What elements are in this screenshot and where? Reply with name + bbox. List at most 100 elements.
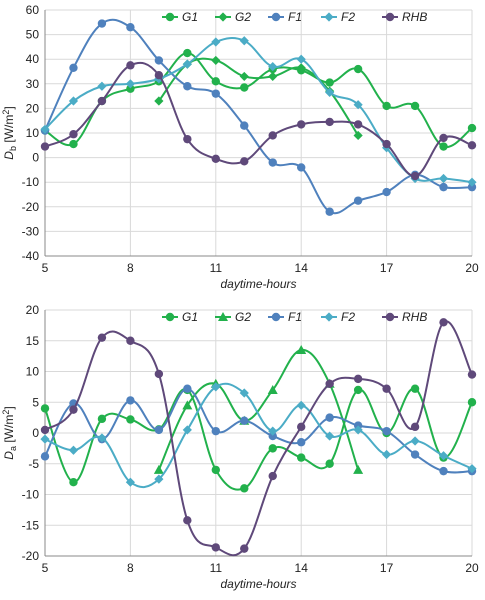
x-axis-label: daytime-hours	[220, 277, 296, 291]
data-point	[211, 426, 220, 436]
data-point	[325, 431, 335, 441]
series-g2	[153, 344, 364, 474]
data-point	[40, 124, 50, 134]
y-tick-label: 0	[32, 426, 39, 440]
legend: G1 G2 F1 F2 RHB	[162, 310, 427, 324]
data-point	[40, 452, 50, 461]
series-line-f2	[44, 382, 473, 488]
data-point	[240, 157, 249, 166]
data-point	[439, 182, 448, 192]
x-tick-label: 14	[295, 261, 309, 275]
legend-item-g2: G2	[215, 10, 251, 24]
data-point	[467, 398, 477, 407]
data-point	[353, 374, 363, 384]
data-point	[125, 477, 135, 487]
data-point	[297, 422, 306, 432]
legend-item-f2: F2	[321, 310, 355, 324]
data-point	[240, 416, 249, 425]
data-point	[69, 63, 78, 73]
data-point	[296, 63, 306, 73]
data-point	[97, 333, 107, 342]
y-tick-label: 30	[26, 77, 40, 91]
data-point	[353, 425, 363, 435]
y-tick-label: 50	[26, 28, 40, 42]
legend-marker	[165, 312, 175, 322]
data-point	[211, 37, 221, 47]
data-point	[240, 484, 249, 493]
data-point	[439, 142, 448, 151]
data-point	[211, 543, 220, 552]
data-point	[240, 83, 249, 92]
data-point	[439, 133, 448, 143]
chart-bottom: -20 -15 -10 -5 0 5 10 15 20 5 8 11 14 17 20 daytime-hou…	[1, 303, 479, 591]
legend-marker	[271, 312, 281, 322]
data-point	[183, 48, 192, 58]
data-point	[68, 96, 79, 106]
data-point	[353, 464, 364, 474]
data-point	[353, 130, 363, 141]
data-point	[126, 23, 135, 32]
data-point	[126, 415, 135, 424]
legend-item-g1: G1	[162, 10, 198, 24]
legend-marker	[324, 312, 334, 322]
y-tick-label: 20	[26, 303, 40, 317]
legend-label: F2	[341, 310, 355, 324]
data-point	[69, 405, 78, 414]
data-point	[183, 82, 192, 91]
data-point	[382, 101, 391, 111]
data-point	[40, 142, 50, 151]
series-line-g2	[157, 348, 360, 471]
data-point	[268, 158, 277, 167]
series-line-f1	[44, 387, 473, 474]
legend-item-f2: F2	[321, 10, 355, 24]
data-point	[183, 134, 192, 144]
series-g2	[154, 55, 363, 141]
y-tick-label: 0	[32, 151, 39, 165]
data-point	[353, 385, 363, 395]
data-point	[153, 464, 164, 474]
series-line-rhb	[44, 320, 473, 557]
data-point	[325, 117, 334, 127]
x-tick-label: 11	[210, 561, 223, 575]
legend-marker	[218, 312, 228, 321]
data-point	[325, 87, 335, 98]
series-line-g1	[44, 387, 473, 491]
legend-label: G1	[182, 10, 198, 24]
data-point	[268, 71, 278, 82]
y-tick-label: 20	[26, 101, 40, 115]
y-tick-label: -10	[22, 175, 40, 189]
data-point	[182, 425, 192, 435]
data-point	[211, 89, 220, 98]
y-tick-label: -15	[22, 518, 40, 532]
data-point	[69, 130, 78, 139]
data-point	[410, 436, 420, 446]
y-tick-label: 10	[26, 126, 40, 140]
data-point	[240, 544, 249, 553]
data-point	[267, 384, 278, 394]
series-line-f2	[44, 37, 473, 184]
y-axis-label: Db [W/m2]	[1, 106, 18, 159]
data-point	[467, 123, 477, 133]
legend-marker	[324, 12, 334, 22]
data-point	[97, 81, 107, 91]
y-axis-label: Da [W/m2]	[1, 406, 18, 459]
data-point	[268, 444, 277, 453]
data-point	[325, 413, 334, 422]
data-point	[353, 196, 363, 205]
legend-marker	[271, 12, 281, 22]
legend-marker	[165, 12, 175, 22]
data-point	[239, 71, 249, 82]
data-point	[154, 474, 164, 484]
data-point	[69, 478, 78, 487]
legend-item-f1: F1	[268, 310, 302, 324]
data-point	[40, 425, 50, 435]
data-point	[438, 173, 449, 184]
data-point	[97, 19, 107, 28]
y-tick-label: -20	[22, 200, 40, 214]
data-point	[467, 370, 477, 379]
data-point	[297, 163, 306, 172]
data-point	[126, 84, 135, 93]
series-g1	[40, 384, 477, 493]
legend-label: RHB	[402, 10, 427, 24]
